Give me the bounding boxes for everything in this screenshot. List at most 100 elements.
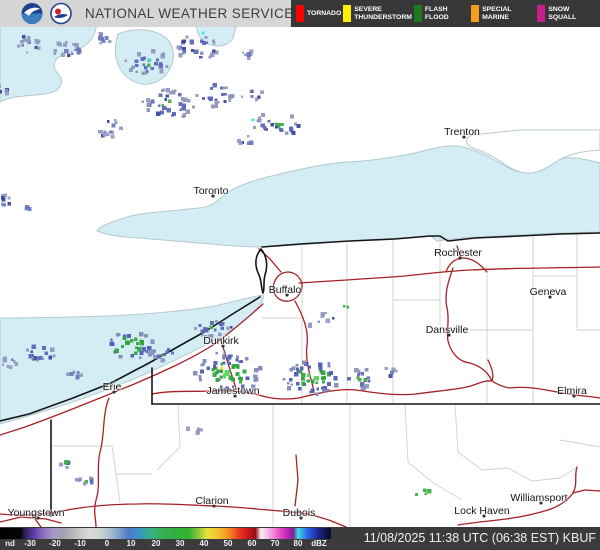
- radar-echo-cell: [214, 101, 218, 106]
- radar-echo-cell: [119, 126, 123, 131]
- radar-echo-cell: [135, 346, 138, 350]
- alert-color-swatch: [413, 5, 422, 22]
- city-label-williamsport: Williamsport: [510, 492, 567, 504]
- radar-echo-cell: [384, 366, 388, 371]
- radar-echo-cell: [208, 96, 214, 101]
- radar-echo-cell: [318, 362, 323, 368]
- radar-echo-cell: [165, 350, 170, 354]
- radar-echo-cell: [316, 387, 320, 391]
- radar-echo-cell: [238, 140, 243, 145]
- radar-echo-cell: [364, 384, 370, 389]
- colorbar-tick: 40: [199, 539, 209, 548]
- city-label-jamestown: Jamestown: [206, 385, 259, 397]
- radar-echo-cell: [309, 325, 313, 328]
- radar-echo-cell: [255, 97, 258, 100]
- radar-echo-cell: [358, 378, 362, 382]
- radar-echo-cell: [100, 36, 105, 41]
- radar-echo-cell: [141, 71, 145, 75]
- radar-echo-cell: [220, 326, 224, 330]
- colorbar-tick: nd: [5, 539, 15, 548]
- radar-echo-cell: [98, 32, 102, 36]
- city-marker: [447, 333, 451, 337]
- alert-legend-label: SPECIAL MARINE: [482, 5, 512, 21]
- radar-echo-cell: [142, 63, 146, 67]
- radar-echo-cell: [195, 429, 200, 434]
- radar-echo-cell: [193, 49, 199, 54]
- reflectivity-colorbar: [0, 528, 331, 539]
- radar-echo-cell: [5, 91, 9, 96]
- radar-echo-cell: [181, 106, 187, 111]
- radar-echo-cell: [235, 371, 240, 376]
- radar-echo-cell: [293, 371, 299, 377]
- radar-echo-cell: [99, 41, 103, 45]
- radar-echo-cell: [198, 375, 202, 379]
- radar-echo-cell: [281, 123, 284, 126]
- radar-echo-cell: [394, 369, 398, 373]
- nws-logo-icon[interactable]: [50, 2, 72, 25]
- radar-echo-cell: [140, 56, 145, 61]
- radar-echo-cell: [106, 119, 110, 123]
- radar-echo-cell: [331, 317, 335, 320]
- radar-echo-cell: [110, 338, 113, 341]
- radar-echo-cell: [178, 102, 183, 107]
- radar-echo-cell: [241, 384, 245, 389]
- city-label-geneva: Geneva: [530, 286, 567, 298]
- radar-echo-cell: [214, 370, 219, 375]
- radar-echo-cell: [160, 54, 166, 59]
- radar-echo-cell: [222, 373, 226, 377]
- radar-echo-cell: [327, 364, 331, 368]
- radar-echo-cell: [294, 122, 298, 126]
- radar-echo-cell: [74, 48, 78, 51]
- radar-echo-cell: [26, 38, 31, 43]
- noaa-logo-icon[interactable]: [21, 3, 43, 24]
- radar-echo-cell: [159, 69, 164, 74]
- radar-echo-cell: [326, 372, 332, 377]
- radar-echo-cell: [230, 354, 234, 358]
- radar-echo-cell: [249, 49, 254, 54]
- radar-echo-cell: [189, 39, 195, 45]
- radar-echo-cell: [310, 379, 314, 383]
- radar-echo-cell: [277, 123, 281, 127]
- radar-echo-cell: [291, 366, 296, 371]
- radar-echo-cell: [187, 98, 191, 103]
- radar-echo-cell: [290, 128, 294, 133]
- city-marker: [212, 504, 216, 508]
- city-label-youngstown: Youngstown: [8, 507, 65, 519]
- radar-echo-cell: [260, 90, 264, 94]
- radar-echo-cell: [138, 356, 142, 359]
- road-i390: [445, 267, 471, 364]
- radar-echo-cell: [155, 58, 160, 62]
- radar-echo-cell: [153, 355, 157, 359]
- radar-echo-cell: [306, 379, 310, 383]
- radar-echo-cell: [242, 369, 247, 374]
- radar-echo-cell: [22, 38, 27, 43]
- radar-echo-cell: [53, 52, 57, 55]
- radar-echo-cell: [48, 355, 53, 360]
- radar-echo-cell: [148, 58, 152, 62]
- radar-echo-cell: [249, 89, 253, 93]
- radar-echo-cell: [1, 195, 5, 200]
- radar-echo-cell: [217, 101, 220, 104]
- radar-echo-cell: [26, 51, 29, 54]
- footer-bar: nd -30 -20 -10 0 10 20 30 40 50 60 70 80 dBZ 11/08/20…: [0, 527, 600, 550]
- alert-legend-label: SEVERE THUNDERSTORM: [354, 5, 412, 21]
- radar-echo-cell: [7, 202, 12, 206]
- radar-echo-cell: [247, 56, 251, 61]
- radar-echo-cell: [215, 104, 219, 108]
- radar-echo-cell: [130, 339, 134, 343]
- alert-legend-item: SEVERE THUNDERSTORM: [343, 5, 412, 22]
- radar-echo-cell: [208, 55, 212, 59]
- radar-echo-cell: [182, 46, 186, 51]
- radar-echo-cell: [22, 34, 26, 39]
- radar-echo-cell: [36, 356, 40, 360]
- radar-echo-cell: [228, 375, 234, 380]
- radar-echo-cell: [195, 93, 199, 98]
- radar-echo-cell: [211, 368, 215, 372]
- radar-echo-cell: [206, 366, 210, 370]
- radar-echo-cell: [359, 382, 365, 387]
- radar-echo-cell: [83, 481, 87, 486]
- radar-echo-cell: [80, 374, 83, 378]
- colorbar-tick: 60: [247, 539, 257, 548]
